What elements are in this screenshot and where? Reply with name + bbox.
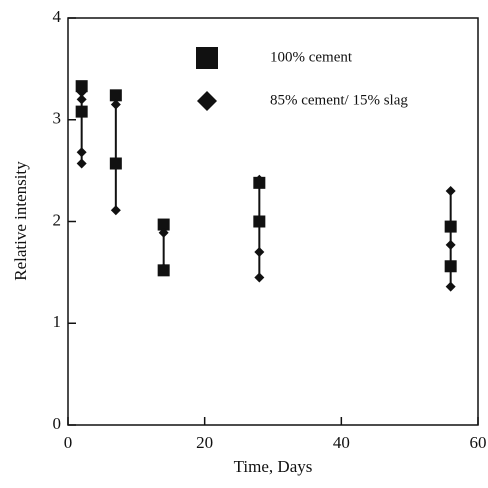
plot-frame bbox=[67, 17, 479, 426]
x-tick-label: 40 bbox=[333, 433, 350, 452]
legend-label: 100% cement bbox=[270, 49, 353, 65]
diamond-marker bbox=[254, 272, 265, 283]
square-marker bbox=[157, 218, 170, 231]
square-marker bbox=[75, 80, 88, 93]
diamond-marker bbox=[110, 205, 121, 216]
square-marker bbox=[253, 215, 266, 228]
y-tick-label: 3 bbox=[53, 109, 62, 128]
square-marker bbox=[109, 89, 122, 102]
diamond-marker bbox=[445, 239, 456, 250]
square-marker bbox=[444, 220, 457, 233]
x-tick-label: 60 bbox=[470, 433, 487, 452]
diamond-marker bbox=[110, 99, 121, 110]
y-tick-label: 2 bbox=[53, 210, 62, 229]
legend-marker bbox=[196, 47, 218, 69]
y-axis-label: Relative intensity bbox=[11, 161, 30, 281]
diamond-marker bbox=[76, 94, 87, 105]
diamond-marker bbox=[254, 174, 265, 185]
y-tick-label: 4 bbox=[53, 7, 62, 26]
diamond-marker bbox=[76, 87, 87, 98]
square-marker bbox=[109, 157, 122, 170]
square-marker bbox=[444, 260, 457, 273]
diamond-marker bbox=[445, 185, 456, 196]
diamond-marker bbox=[445, 281, 456, 292]
square-marker bbox=[75, 105, 88, 118]
diamond-marker bbox=[158, 227, 169, 238]
legend-marker bbox=[197, 91, 217, 111]
x-tick-label: 20 bbox=[196, 433, 213, 452]
x-tick-label: 0 bbox=[64, 433, 73, 452]
legend-label: 85% cement/ 15% slag bbox=[270, 92, 408, 108]
diamond-marker bbox=[76, 147, 87, 158]
diamond-marker bbox=[158, 263, 169, 274]
x-axis-label: Time, Days bbox=[234, 457, 313, 476]
diamond-marker bbox=[254, 247, 265, 258]
y-tick-label: 0 bbox=[53, 414, 62, 433]
y-tick-label: 1 bbox=[53, 312, 62, 331]
diamond-marker bbox=[76, 158, 87, 169]
